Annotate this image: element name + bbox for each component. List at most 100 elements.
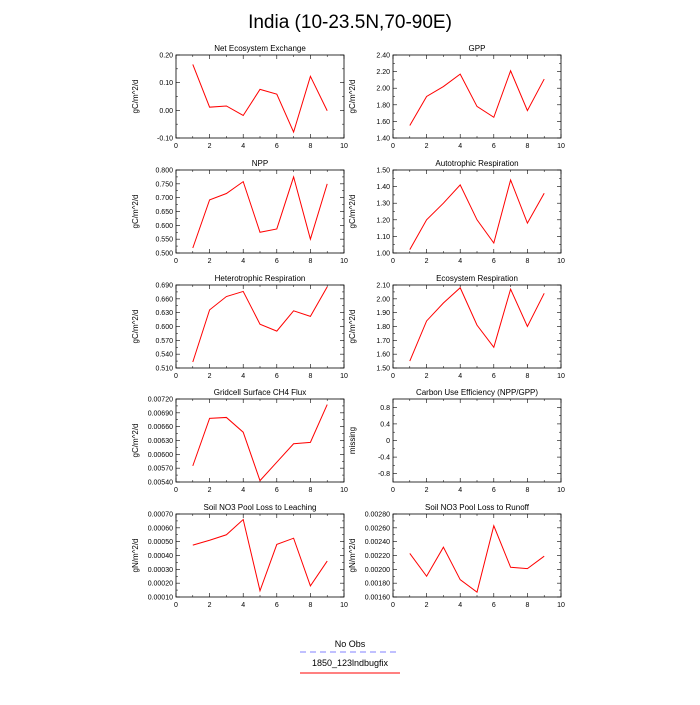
- y-tick-label: 0.00070: [148, 512, 173, 519]
- x-tick-label: 4: [458, 373, 462, 380]
- y-tick-label: 1.50: [376, 366, 390, 373]
- y-tick-label: 0.00720: [148, 397, 173, 404]
- x-tick-label: 10: [557, 258, 565, 265]
- x-tick-label: 8: [525, 602, 529, 609]
- plot-frame: [392, 284, 562, 369]
- y-tick-label: 0.550: [155, 237, 173, 244]
- x-tick-label: 0: [391, 143, 395, 150]
- y-tick-label: 0.00060: [148, 525, 173, 532]
- plot-frame: [175, 284, 345, 369]
- x-tick-label: 2: [208, 373, 212, 380]
- y-axis-label: gN/m^2/d: [348, 539, 357, 573]
- y-tick-label: 0.00630: [148, 438, 173, 445]
- x-tick-label: 2: [425, 258, 429, 265]
- x-tick-label: 0: [391, 258, 395, 265]
- x-tick-label: 10: [340, 258, 348, 265]
- legend-label-no-obs: No Obs: [335, 639, 366, 649]
- plot-frame: [392, 169, 562, 254]
- y-axis-label: gC/m^2/d: [131, 424, 140, 458]
- y-tick-label: 0.540: [155, 352, 173, 359]
- x-tick-label: 2: [208, 487, 212, 494]
- x-tick-label: 0: [174, 258, 178, 265]
- panel-title: Soil NO3 Pool Loss to Runoff: [425, 503, 530, 512]
- y-tick-label: 0.800: [155, 168, 173, 175]
- y-tick-label: 1.40: [376, 136, 390, 143]
- y-tick-label: 2.20: [376, 69, 390, 76]
- x-tick-label: 6: [492, 143, 496, 150]
- x-tick-label: 4: [241, 258, 245, 265]
- x-tick-label: 8: [308, 258, 312, 265]
- y-axis-label: gC/m^2/d: [348, 80, 357, 114]
- x-tick-label: 0: [391, 487, 395, 494]
- y-tick-label: 0.570: [155, 338, 173, 345]
- y-tick-label: 1.30: [376, 201, 390, 208]
- x-tick-label: 10: [557, 143, 565, 150]
- x-tick-label: 10: [557, 373, 565, 380]
- x-tick-label: 6: [275, 143, 279, 150]
- panel-title: Heterotrophic Respiration: [215, 274, 306, 283]
- y-tick-label: -0.8: [378, 471, 390, 478]
- y-tick-label: 0.510: [155, 366, 173, 373]
- series-line: [409, 69, 545, 126]
- x-tick-label: 6: [275, 602, 279, 609]
- y-tick-label: 0.4: [380, 421, 390, 428]
- y-tick-label: 0.00570: [148, 466, 173, 473]
- y-tick-label: 0.00280: [365, 512, 390, 519]
- panel-1: Net Ecosystem Exchange gC/m^2/d 0 2 4 6 8 10 -0.…: [131, 44, 348, 150]
- series-line: [409, 286, 545, 362]
- x-tick-label: 0: [174, 487, 178, 494]
- x-tick-label: 8: [525, 487, 529, 494]
- x-tick-label: 10: [340, 143, 348, 150]
- plot-frame: [175, 398, 345, 483]
- y-tick-label: -0.4: [378, 455, 390, 462]
- y-tick-label: 0.00690: [148, 410, 173, 417]
- y-axis-label: missing: [348, 427, 357, 454]
- figure-title: India (10-23.5N,70-90E): [248, 12, 452, 33]
- y-tick-label: 1.90: [376, 310, 390, 317]
- x-tick-label: 4: [458, 602, 462, 609]
- x-tick-label: 8: [308, 373, 312, 380]
- y-tick-label: 0.00010: [148, 595, 173, 602]
- x-tick-label: 8: [308, 487, 312, 494]
- panel-title: Carbon Use Efficiency (NPP/GPP): [416, 388, 538, 397]
- series-line: [192, 404, 328, 482]
- y-tick-label: -0.10: [157, 136, 173, 143]
- legend: No Obs 1850_123lndbugfix: [300, 639, 400, 674]
- panel-title: Ecosystem Respiration: [436, 274, 518, 283]
- plot-frame: [175, 54, 345, 139]
- y-tick-label: 0.00040: [148, 553, 173, 560]
- x-tick-label: 2: [425, 143, 429, 150]
- legend-label-run: 1850_123lndbugfix: [312, 658, 389, 668]
- panel-title: Soil NO3 Pool Loss to Leaching: [204, 503, 317, 512]
- panel-title: Net Ecosystem Exchange: [214, 44, 306, 53]
- y-tick-label: 2.40: [376, 53, 390, 60]
- x-tick-label: 8: [525, 373, 529, 380]
- y-tick-label: 0.500: [155, 251, 173, 258]
- series-line: [409, 178, 545, 250]
- x-tick-label: 10: [557, 487, 565, 494]
- y-tick-label: 2.10: [376, 283, 390, 290]
- x-tick-label: 0: [391, 373, 395, 380]
- y-tick-label: 0: [386, 438, 390, 445]
- x-tick-label: 4: [458, 143, 462, 150]
- panel-title: GPP: [469, 44, 486, 53]
- x-tick-label: 6: [275, 487, 279, 494]
- y-tick-label: 0.20: [159, 53, 173, 60]
- panel-5: Heterotrophic Respiration gC/m^2/d 0 2 4 6 8 10…: [131, 274, 348, 380]
- x-tick-label: 2: [208, 258, 212, 265]
- x-tick-label: 4: [241, 487, 245, 494]
- x-tick-label: 2: [425, 487, 429, 494]
- y-tick-label: 0.00660: [148, 424, 173, 431]
- y-tick-label: 0.00220: [365, 553, 390, 560]
- y-axis-label: gC/m^2/d: [131, 195, 140, 229]
- panel-title: NPP: [252, 159, 268, 168]
- y-axis-label: gC/m^2/d: [348, 310, 357, 344]
- y-tick-label: 0.00: [159, 108, 173, 115]
- plot-frame: [392, 54, 562, 139]
- panel-2: GPP gC/m^2/d 0 2 4 6 8 10 1.40 1.60 1.80 2.00 2.20 2.…: [348, 44, 565, 150]
- y-tick-label: 1.40: [376, 184, 390, 191]
- y-axis-label: gC/m^2/d: [131, 80, 140, 114]
- y-tick-label: 0.00540: [148, 480, 173, 487]
- y-tick-label: 1.00: [376, 251, 390, 258]
